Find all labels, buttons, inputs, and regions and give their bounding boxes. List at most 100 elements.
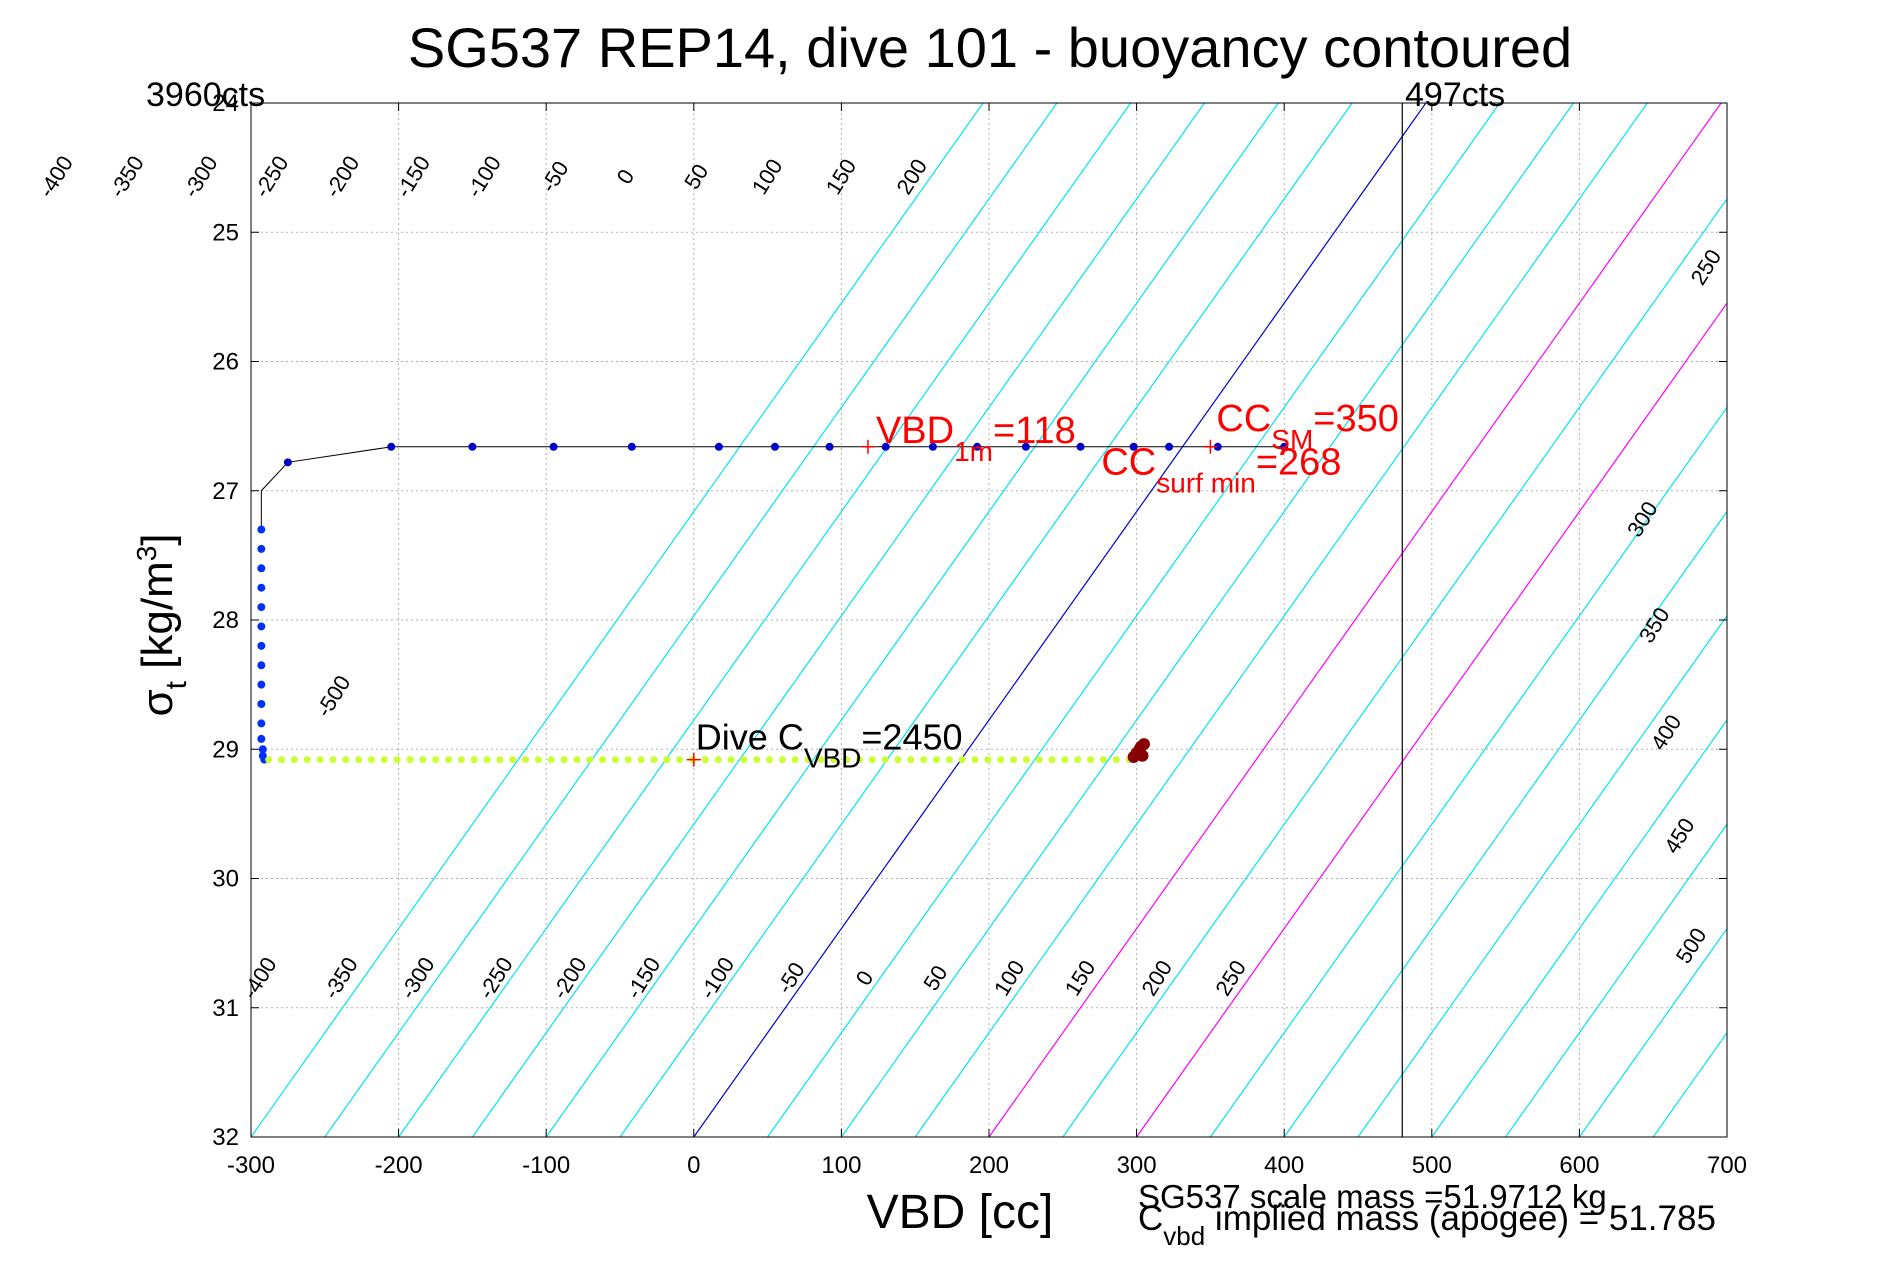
bottom-point-27 <box>611 756 619 764</box>
bottom-point-39 <box>766 756 774 764</box>
contour-line-2 <box>398 103 1132 1137</box>
descent-point-7 <box>825 442 834 451</box>
y-tick-label-4: 28 <box>212 607 239 634</box>
vbd-1m-main: VBD <box>876 410 954 452</box>
contour-line-6 <box>693 103 1427 1137</box>
bottom-point-9 <box>380 756 388 764</box>
contour-label-bottom-12: 200 <box>1136 956 1177 1000</box>
bottom-point-43 <box>817 756 825 764</box>
contour-label-bottom-2: -300 <box>395 953 440 1004</box>
y-label-unit: [kg/m <box>133 561 182 681</box>
x-tick-label-5: 200 <box>969 1152 1009 1179</box>
bottom-point-54 <box>958 756 966 764</box>
contour-label-top-7: -100 <box>461 151 506 202</box>
descent-point-11 <box>1021 442 1030 451</box>
bottom-point-45 <box>843 756 851 764</box>
contour-label-top-9: 0 <box>612 165 640 189</box>
contour-label-bottom-13: 250 <box>1210 956 1251 1000</box>
cc-sm-main: CC <box>1216 398 1271 440</box>
implied-mass-value: implied mass (apogee) = 51.785 <box>1205 1199 1716 1238</box>
contour-label-top-0: -450 <box>0 151 1 202</box>
descent-point-16 <box>1280 442 1289 451</box>
y-axis-ticks: 24 25 26 27 28 29 30 31 32 <box>212 90 1727 1151</box>
contour-line-3 <box>471 103 1205 1137</box>
contour-label-right-0: 250 <box>1686 245 1727 289</box>
bottom-point-2 <box>290 756 298 764</box>
dive-cvbd-annotation: Dive CVBD=2450 <box>696 717 963 774</box>
deep-point-12 <box>258 745 267 754</box>
vbd-1m-sub: 1m <box>954 436 993 467</box>
bottom-point-51 <box>920 756 928 764</box>
contour-label-top-5: -200 <box>320 151 365 202</box>
bottom-point-56 <box>984 756 992 764</box>
cc-surf-min-annotation: CCsurf min=268 <box>1101 442 1341 499</box>
deep-point-2 <box>257 564 266 573</box>
bottom-point-29 <box>637 756 645 764</box>
bottom-point-47 <box>868 756 876 764</box>
bottom-point-34 <box>701 756 709 764</box>
bottom-point-10 <box>393 756 401 764</box>
bottom-point-17 <box>483 756 491 764</box>
y-axis-label: σt [kg/m3] <box>131 533 193 716</box>
bottom-point-58 <box>1010 756 1018 764</box>
bottom-point-0 <box>265 756 273 764</box>
deep-point-11 <box>257 734 266 743</box>
contour-label-right-4: 450 <box>1659 814 1700 858</box>
descent-point-12 <box>1076 442 1085 451</box>
bottom-point-12 <box>419 756 427 764</box>
contour-line-16 <box>1431 719 1727 1137</box>
bottom-point-60 <box>1035 756 1043 764</box>
implied-mass-footer: Cvbd implied mass (apogee) = 51.785 <box>1138 1199 1716 1251</box>
bottom-point-50 <box>907 756 915 764</box>
contour-label-bottom-10: 100 <box>989 956 1030 1000</box>
contour-line-7 <box>767 103 1501 1137</box>
contour-line-4 <box>545 103 1279 1137</box>
bottom-point-52 <box>932 756 940 764</box>
descent-point-0 <box>283 458 292 467</box>
bottom-point-42 <box>804 756 812 764</box>
descent-point-13 <box>1129 442 1138 451</box>
corner-label-left: 3960cts <box>146 76 265 114</box>
vbd-1m-marker <box>860 439 875 454</box>
contour-line-20 <box>1726 1135 1727 1137</box>
y-tick-label-6: 30 <box>212 866 239 893</box>
bottom-point-55 <box>971 756 979 764</box>
contour-line-11 <box>1062 197 1727 1137</box>
bottom-point-19 <box>509 756 517 764</box>
bottom-point-21 <box>534 756 542 764</box>
buoyancy-contours <box>251 103 1727 1137</box>
y-tick-label-2: 26 <box>212 349 239 376</box>
bottom-point-48 <box>881 756 889 764</box>
y-tick-label-8: 32 <box>212 1124 239 1151</box>
bottom-point-8 <box>367 756 375 764</box>
bottom-point-5 <box>329 756 337 764</box>
bottom-point-32 <box>676 756 684 764</box>
bottom-point-13 <box>432 756 440 764</box>
bottom-point-28 <box>624 756 632 764</box>
bottom-point-57 <box>997 756 1005 764</box>
deep-point-9 <box>257 700 266 709</box>
x-tick-label-8: 500 <box>1412 1152 1452 1179</box>
cc-surf-sub: surf min <box>1156 468 1256 499</box>
bottom-point-38 <box>753 756 761 764</box>
bottom-point-22 <box>547 756 555 764</box>
contour-line-10 <box>988 103 1722 1137</box>
contour-line-0 <box>251 103 984 1137</box>
bottom-point-40 <box>778 756 786 764</box>
deep-point-6 <box>257 641 266 650</box>
descent-point-9 <box>928 442 937 451</box>
contour-label-top-4: -250 <box>249 151 294 202</box>
dive-cvbd-marker <box>686 752 701 767</box>
grid-lines <box>250 102 1728 1138</box>
bottom-point-7 <box>355 756 363 764</box>
contour-label-right-1: 300 <box>1622 497 1663 541</box>
scale-mass-footer: SG537 scale mass =51.9712 kg <box>1138 1178 1607 1215</box>
bottom-point-36 <box>727 756 735 764</box>
bottom-point-35 <box>714 756 722 764</box>
y-tick-label-1: 25 <box>212 219 239 246</box>
contour-label-top-10: 50 <box>679 160 713 194</box>
bottom-point-16 <box>470 756 478 764</box>
contour-label-bottom-11: 150 <box>1060 956 1101 1000</box>
bottom-point-66 <box>1112 756 1120 764</box>
